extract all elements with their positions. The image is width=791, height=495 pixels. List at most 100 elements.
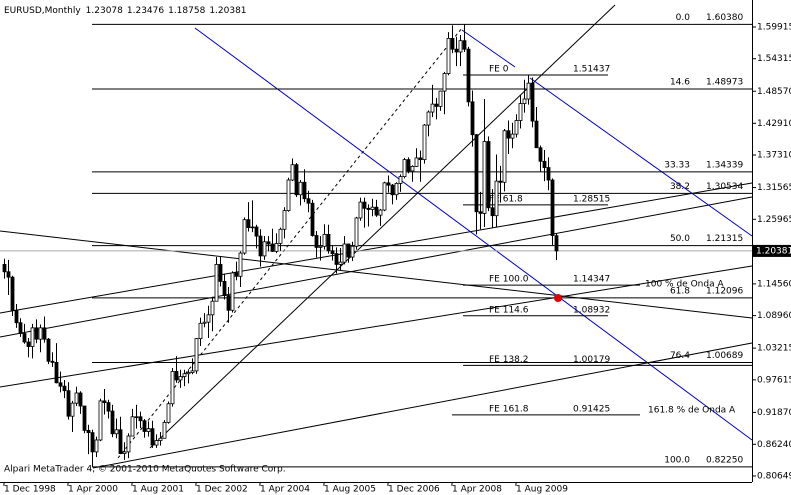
candle-body: [186, 372, 191, 375]
candle-body: [182, 373, 187, 377]
low: 1.18758: [168, 6, 205, 16]
candle-body: [146, 428, 151, 432]
fibo-level-label: 14.6: [670, 77, 690, 87]
candle-body: [546, 167, 551, 181]
y-tick-label: 0.91870: [757, 408, 791, 418]
symbol: EURUSD,Monthly: [4, 6, 81, 16]
fibo-expansion-price: 1.08932: [573, 305, 610, 315]
candle-body: [498, 180, 503, 183]
fibo-level-price: 1.34339: [706, 160, 743, 170]
candle-body: [526, 82, 531, 100]
candle-body: [286, 179, 291, 211]
fibo-expansion-price: 0.91425: [573, 404, 610, 414]
candle-body: [290, 164, 295, 181]
fibo-level-price: 1.12096: [706, 286, 743, 296]
candle-body: [282, 210, 287, 230]
candle-body: [230, 272, 235, 311]
candle-body: [446, 38, 451, 74]
fibo-level-label: 61.8: [670, 286, 690, 296]
candle-body: [122, 451, 127, 454]
fibo-level-price: 0.82250: [706, 455, 743, 465]
candle-body: [410, 166, 415, 172]
candle-body: [242, 219, 247, 254]
fibo-level-label: 50.0: [670, 234, 690, 244]
fibo-expansion-label: FE 161.8: [489, 404, 529, 414]
trend-line: [117, 27, 463, 459]
candle-body: [390, 184, 395, 196]
candle-body: [454, 48, 459, 53]
candle-body: [170, 371, 175, 405]
fibo-expansion-price: 1.51437: [573, 65, 610, 75]
channel-line: [461, 29, 516, 68]
candle-body: [46, 338, 51, 362]
candle-body: [326, 233, 331, 252]
candle-body: [238, 252, 243, 277]
y-tick-label: 1.14560: [757, 279, 791, 289]
candle-body: [14, 309, 19, 324]
x-tick-label: 1 Apr 2004: [260, 485, 310, 495]
candle-body: [314, 235, 319, 248]
candle-body: [70, 402, 75, 417]
candle-body: [310, 202, 315, 236]
candle-body: [418, 157, 423, 161]
close: 1.20381: [209, 6, 246, 16]
fibo-level-label: 33.33: [664, 160, 690, 170]
fibo-expansion-label: FE 61.8: [489, 194, 523, 204]
candle-body: [142, 420, 147, 432]
candle-body: [470, 101, 475, 136]
candle-body: [58, 382, 63, 387]
candle-body: [518, 103, 523, 121]
candle-body: [466, 48, 471, 103]
x-tick-label: 1 Aug 2005: [324, 485, 376, 495]
fibo-expansion-price: 1.28515: [573, 194, 610, 204]
x-tick-label: 1 Dec 1998: [4, 485, 56, 495]
candle-body: [274, 243, 279, 252]
x-tick-label: 1 Dec 2006: [388, 485, 440, 495]
candle-body: [118, 429, 123, 454]
candle-body: [194, 338, 199, 372]
candle-body: [10, 276, 15, 311]
y-tick-label: 1.42910: [757, 119, 791, 129]
fibo-expansion-label: FE 0: [489, 65, 509, 75]
candle-body: [462, 40, 467, 50]
candle-body: [198, 322, 203, 340]
candle-body: [506, 130, 511, 139]
candle-body: [398, 176, 403, 184]
candle-body: [362, 201, 367, 209]
candle-body: [18, 322, 23, 334]
x-tick-label: 1 Dec 2002: [196, 485, 248, 495]
candle-body: [358, 201, 363, 219]
candles: [2, 24, 559, 467]
candle-body: [110, 410, 115, 435]
trend-lines: [0, 4, 753, 469]
candle-body: [370, 206, 375, 210]
candle-body: [62, 385, 67, 392]
candle-body: [190, 370, 195, 373]
candle-body: [162, 422, 167, 439]
y-tick-label: 0.86240: [757, 440, 791, 450]
candle-body: [6, 271, 11, 278]
candle-body: [366, 207, 371, 210]
candle-body: [430, 103, 435, 113]
candle-body: [158, 437, 163, 441]
candle-body: [98, 400, 103, 441]
candle-body: [530, 82, 535, 122]
y-tick-label: 1.59915: [757, 23, 791, 33]
candle-body: [486, 141, 491, 209]
candle-body: [354, 217, 359, 247]
candle-body: [206, 314, 211, 323]
candle-body: [482, 141, 487, 214]
candle-body: [334, 253, 339, 265]
candle-body: [166, 403, 171, 423]
candle-body: [402, 159, 407, 178]
candle-body: [38, 327, 43, 340]
y-tick-label: 1.54315: [757, 54, 791, 64]
candle-body: [342, 243, 347, 263]
candle-body: [258, 235, 263, 257]
fibo-expansion-price: 1.14347: [573, 275, 610, 285]
fibo-level-price: 1.30534: [706, 182, 743, 192]
candle-body: [502, 130, 507, 183]
candle-body: [426, 111, 431, 126]
x-tick-label: 1 Aug 2001: [132, 485, 184, 495]
